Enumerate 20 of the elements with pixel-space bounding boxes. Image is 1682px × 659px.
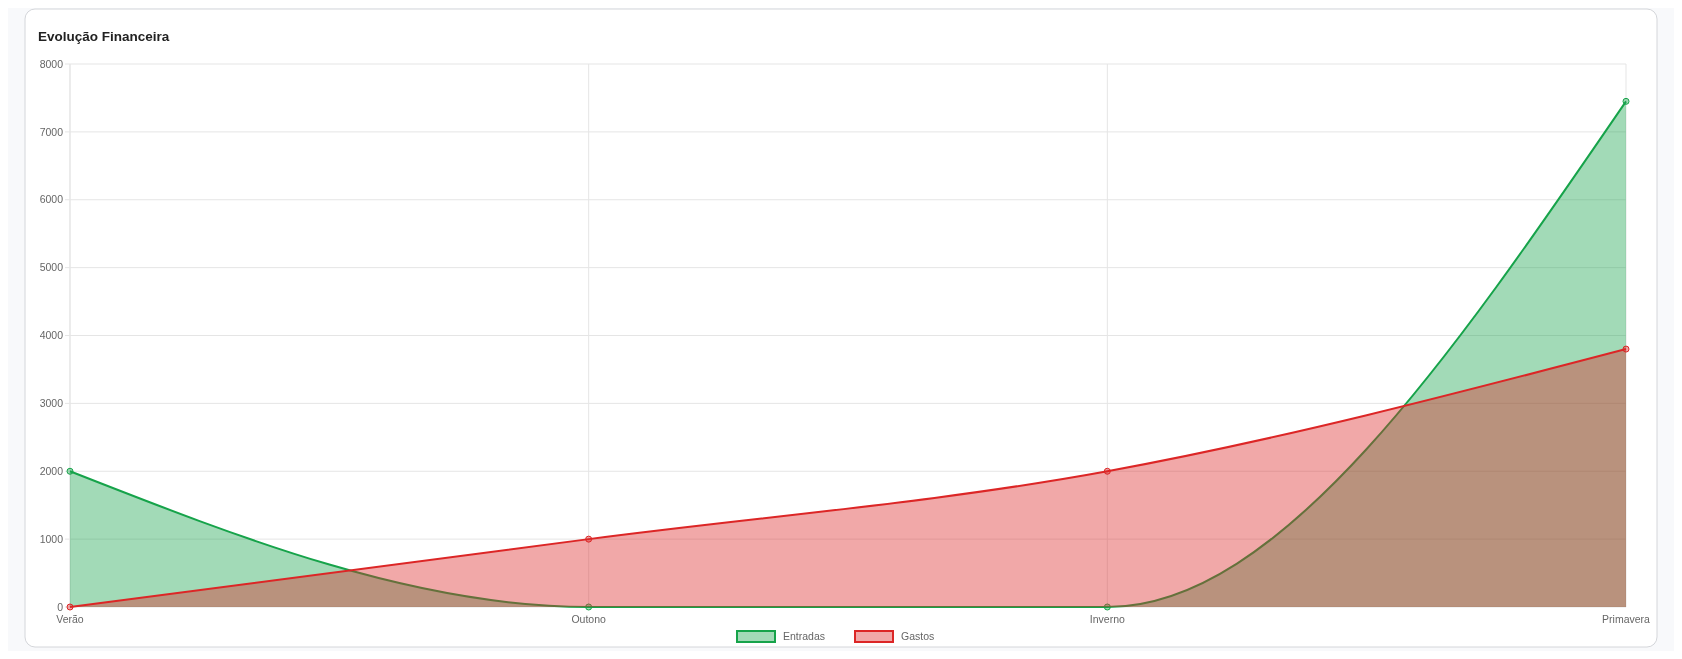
y-tick-label: 0	[57, 600, 64, 613]
legend-label: Gastos	[901, 629, 935, 642]
point	[585, 535, 593, 543]
x-tick-label: Verão	[56, 613, 84, 625]
y-tick-label: 8000	[39, 57, 64, 70]
point	[1622, 97, 1630, 105]
point	[1622, 345, 1630, 353]
y-tick-label: 4000	[39, 329, 64, 342]
x-tick-label: Outono	[571, 613, 607, 625]
y-tick-label: 3000	[39, 397, 64, 410]
y-tick-label: 7000	[39, 125, 64, 138]
x-tick-label: Primavera	[1602, 613, 1651, 625]
y-tick-label: 5000	[39, 261, 64, 274]
y-tick-label: 1000	[39, 532, 64, 545]
chart-title: Evolução Financeira	[38, 29, 170, 44]
legend-label: Entradas	[783, 629, 826, 642]
x-tick-label: Inverno	[1089, 613, 1125, 625]
point	[1103, 467, 1111, 475]
y-tick-label: 2000	[39, 464, 64, 477]
y-tick-label: 6000	[39, 193, 64, 206]
